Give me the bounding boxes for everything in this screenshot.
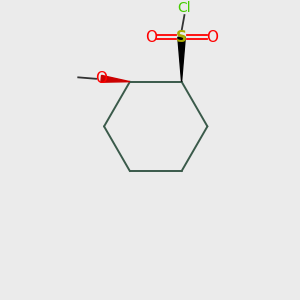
Text: O: O [146,30,158,45]
Text: O: O [206,30,218,45]
Polygon shape [101,75,130,82]
Text: S: S [176,30,187,45]
Text: Cl: Cl [178,1,191,15]
Polygon shape [178,37,185,82]
Text: O: O [95,71,107,86]
